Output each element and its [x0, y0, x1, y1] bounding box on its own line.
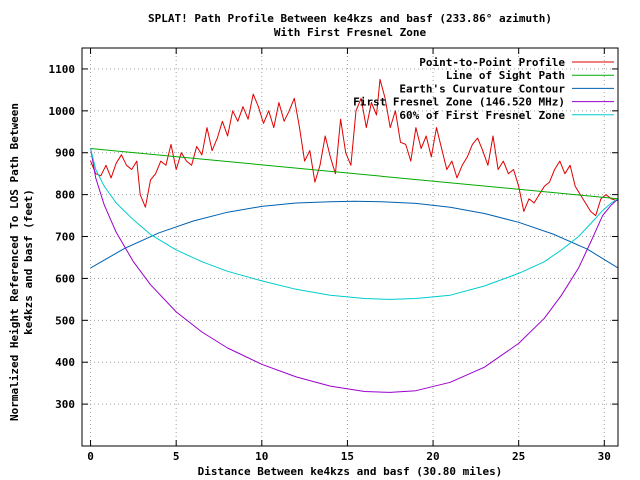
x-tick-label: 0 — [87, 450, 94, 463]
series-line-1 — [90, 78, 619, 217]
y-axis-title-line1: Normalized Height Referenced To LOS Path… — [8, 103, 21, 421]
y-tick-label: 700 — [55, 231, 75, 244]
y-axis-title-line2: ke4kzs and basf (feet) — [22, 189, 35, 335]
x-axis-title: Distance Between ke4kzs and basf (30.80 … — [198, 465, 503, 478]
legend-label: 60% of First Fresnel Zone — [399, 109, 565, 122]
y-tick-label: 500 — [55, 314, 75, 327]
x-tick-label: 30 — [598, 450, 611, 463]
grid — [82, 48, 618, 446]
x-tick-label: 20 — [426, 450, 439, 463]
series-line-4 — [90, 148, 619, 393]
y-tick-label: 800 — [55, 189, 75, 202]
axis-ticks: 0 5 10 15 20 25 30 300 400 500 600 700 800 900 1000 110… — [49, 48, 618, 463]
series-line-2 — [90, 148, 619, 200]
y-tick-label: 1100 — [49, 63, 76, 76]
plot-border — [81, 47, 619, 447]
legend-label: Line of Sight Path — [446, 69, 565, 82]
legend-label: First Fresnel Zone (146.520 MHz) — [353, 96, 565, 109]
chart-title: SPLAT! Path Profile Between ke4kzs and b… — [148, 12, 552, 25]
x-tick-label: 5 — [173, 450, 180, 463]
x-tick-label: 25 — [512, 450, 525, 463]
legend-label: Earth's Curvature Contour — [399, 82, 565, 95]
series-line-3 — [90, 200, 619, 269]
y-tick-label: 1000 — [49, 105, 76, 118]
x-tick-label: 15 — [341, 450, 354, 463]
y-tick-label: 900 — [55, 147, 75, 160]
series-line-5 — [90, 148, 619, 300]
y-tick-label: 300 — [55, 398, 75, 411]
x-tick-label: 10 — [255, 450, 268, 463]
y-tick-label: 400 — [55, 356, 75, 369]
legend-label: Point-to-Point Profile — [419, 56, 565, 69]
series-group — [90, 78, 619, 393]
chart-subtitle: With First Fresnel Zone — [274, 26, 427, 39]
y-tick-label: 600 — [55, 272, 75, 285]
